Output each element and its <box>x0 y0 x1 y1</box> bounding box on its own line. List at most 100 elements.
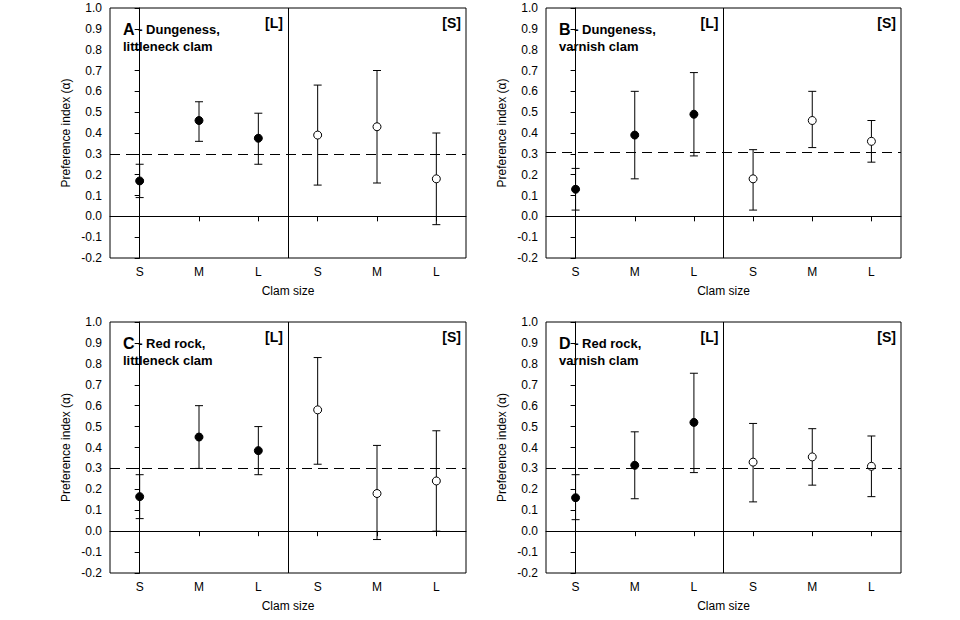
svg-text:0.9: 0.9 <box>521 336 538 350</box>
svg-text:0.1: 0.1 <box>85 189 102 203</box>
svg-text:-0.1: -0.1 <box>517 545 538 559</box>
svg-text:0.3: 0.3 <box>85 147 102 161</box>
svg-text:0.7: 0.7 <box>521 64 538 78</box>
svg-text:-0.1: -0.1 <box>517 230 538 244</box>
svg-text:1.0: 1.0 <box>85 315 102 329</box>
svg-text:L: L <box>255 580 262 594</box>
svg-text:0.9: 0.9 <box>85 336 102 350</box>
svg-text:1.0: 1.0 <box>521 315 538 329</box>
svg-text:S: S <box>136 265 144 279</box>
svg-text:M: M <box>630 265 640 279</box>
svg-text:[S]: [S] <box>442 329 461 345</box>
svg-text:Clam size: Clam size <box>697 599 750 613</box>
svg-text:Preference index (α): Preference index (α) <box>495 393 509 502</box>
svg-text:A: A <box>123 21 135 38</box>
svg-text:0.9: 0.9 <box>521 22 538 36</box>
svg-text:[S]: [S] <box>877 15 896 31</box>
svg-text:0.4: 0.4 <box>85 441 102 455</box>
svg-text:- Dungeness,: - Dungeness, <box>571 22 656 37</box>
svg-text:littleneck clam: littleneck clam <box>123 353 213 368</box>
svg-text:L: L <box>691 580 698 594</box>
svg-text:-0.2: -0.2 <box>81 251 102 265</box>
svg-text:Preference index (α): Preference index (α) <box>59 393 73 502</box>
svg-text:[L]: [L] <box>701 329 719 345</box>
svg-text:0.7: 0.7 <box>85 378 102 392</box>
svg-text:0.9: 0.9 <box>85 22 102 36</box>
svg-text:- Red rock,: - Red rock, <box>571 336 642 351</box>
svg-text:L: L <box>255 265 262 279</box>
svg-text:0.0: 0.0 <box>85 209 102 223</box>
svg-text:0.3: 0.3 <box>521 461 538 475</box>
svg-text:Preference index (α): Preference index (α) <box>59 79 73 188</box>
svg-text:0.6: 0.6 <box>521 399 538 413</box>
svg-text:-0.2: -0.2 <box>81 566 102 580</box>
svg-text:1.0: 1.0 <box>85 1 102 15</box>
svg-text:0.5: 0.5 <box>85 105 102 119</box>
svg-text:- Red rock,: - Red rock, <box>135 336 206 351</box>
svg-text:0.6: 0.6 <box>85 399 102 413</box>
svg-text:Clam size: Clam size <box>697 284 750 298</box>
svg-text:M: M <box>372 580 382 594</box>
svg-text:0.8: 0.8 <box>85 43 102 57</box>
svg-text:0.3: 0.3 <box>85 461 102 475</box>
svg-text:M: M <box>807 265 817 279</box>
svg-text:varnish clam: varnish clam <box>559 353 639 368</box>
svg-text:0.8: 0.8 <box>85 357 102 371</box>
svg-text:0.8: 0.8 <box>521 43 538 57</box>
svg-text:0.6: 0.6 <box>521 84 538 98</box>
svg-text:0.0: 0.0 <box>521 209 538 223</box>
svg-text:[L]: [L] <box>265 15 283 31</box>
svg-text:S: S <box>314 265 322 279</box>
svg-text:M: M <box>807 580 817 594</box>
svg-text:-0.1: -0.1 <box>81 230 102 244</box>
svg-text:M: M <box>194 265 204 279</box>
svg-text:S: S <box>572 265 580 279</box>
svg-text:0.7: 0.7 <box>521 378 538 392</box>
svg-text:varnish clam: varnish clam <box>559 39 639 54</box>
svg-text:L: L <box>691 265 698 279</box>
svg-text:[S]: [S] <box>442 15 461 31</box>
svg-text:Clam size: Clam size <box>262 599 315 613</box>
svg-text:S: S <box>314 580 322 594</box>
svg-text:0.2: 0.2 <box>521 482 538 496</box>
svg-text:0.1: 0.1 <box>85 503 102 517</box>
svg-text:0.2: 0.2 <box>521 168 538 182</box>
svg-text:M: M <box>630 580 640 594</box>
svg-text:[L]: [L] <box>701 15 719 31</box>
svg-text:0.7: 0.7 <box>85 64 102 78</box>
svg-text:-0.2: -0.2 <box>517 566 538 580</box>
svg-text:S: S <box>749 580 757 594</box>
svg-text:0.3: 0.3 <box>521 147 538 161</box>
svg-text:0.5: 0.5 <box>85 420 102 434</box>
svg-text:0.2: 0.2 <box>85 168 102 182</box>
svg-text:L: L <box>868 580 875 594</box>
svg-text:0.4: 0.4 <box>85 126 102 140</box>
svg-text:C: C <box>123 335 135 352</box>
svg-text:-0.1: -0.1 <box>81 545 102 559</box>
svg-text:L: L <box>433 580 440 594</box>
svg-text:0.8: 0.8 <box>521 357 538 371</box>
svg-text:0.5: 0.5 <box>521 105 538 119</box>
svg-text:0.1: 0.1 <box>521 189 538 203</box>
svg-text:0.1: 0.1 <box>521 503 538 517</box>
svg-text:0.5: 0.5 <box>521 420 538 434</box>
svg-text:- Dungeness,: - Dungeness, <box>135 22 220 37</box>
svg-text:-0.2: -0.2 <box>517 251 538 265</box>
svg-text:0.4: 0.4 <box>521 126 538 140</box>
svg-text:0.0: 0.0 <box>521 524 538 538</box>
svg-text:L: L <box>433 265 440 279</box>
svg-text:M: M <box>372 265 382 279</box>
svg-text:L: L <box>868 265 875 279</box>
svg-text:[L]: [L] <box>265 329 283 345</box>
svg-text:littleneck clam: littleneck clam <box>123 39 213 54</box>
svg-text:S: S <box>749 265 757 279</box>
svg-text:S: S <box>572 580 580 594</box>
svg-text:S: S <box>136 580 144 594</box>
svg-text:0.0: 0.0 <box>85 524 102 538</box>
svg-text:1.0: 1.0 <box>521 1 538 15</box>
svg-text:Clam size: Clam size <box>262 284 315 298</box>
svg-text:B: B <box>559 21 571 38</box>
svg-text:D: D <box>559 335 571 352</box>
svg-text:[S]: [S] <box>877 329 896 345</box>
svg-text:M: M <box>194 580 204 594</box>
